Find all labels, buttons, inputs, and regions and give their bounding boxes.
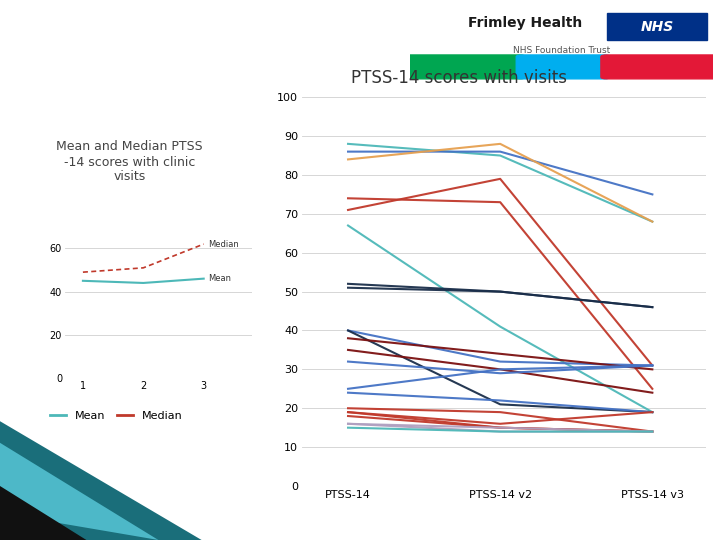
Polygon shape bbox=[0, 486, 86, 540]
FancyBboxPatch shape bbox=[601, 55, 719, 79]
Text: Committed To Excellence: Committed To Excellence bbox=[415, 64, 515, 70]
Polygon shape bbox=[0, 421, 202, 540]
Text: NHS: NHS bbox=[640, 19, 673, 33]
FancyBboxPatch shape bbox=[405, 55, 526, 79]
Text: Mean and Median PTSS
-14 scores with clinic
visits: Mean and Median PTSS -14 scores with cli… bbox=[56, 140, 203, 184]
Text: Facing The Future: Facing The Future bbox=[624, 64, 696, 70]
Legend: Mean, Median: Mean, Median bbox=[45, 407, 187, 425]
Text: PTSS-14 scores with visits: PTSS-14 scores with visits bbox=[351, 69, 567, 87]
Text: NHS Foundation Trust: NHS Foundation Trust bbox=[513, 46, 611, 55]
Polygon shape bbox=[0, 443, 158, 540]
Text: Mean: Mean bbox=[209, 274, 232, 283]
Text: Frimley Health: Frimley Health bbox=[468, 16, 582, 30]
FancyBboxPatch shape bbox=[516, 55, 610, 79]
Text: Median: Median bbox=[209, 240, 239, 248]
Text: Working Together: Working Together bbox=[528, 64, 598, 70]
FancyBboxPatch shape bbox=[607, 13, 707, 40]
